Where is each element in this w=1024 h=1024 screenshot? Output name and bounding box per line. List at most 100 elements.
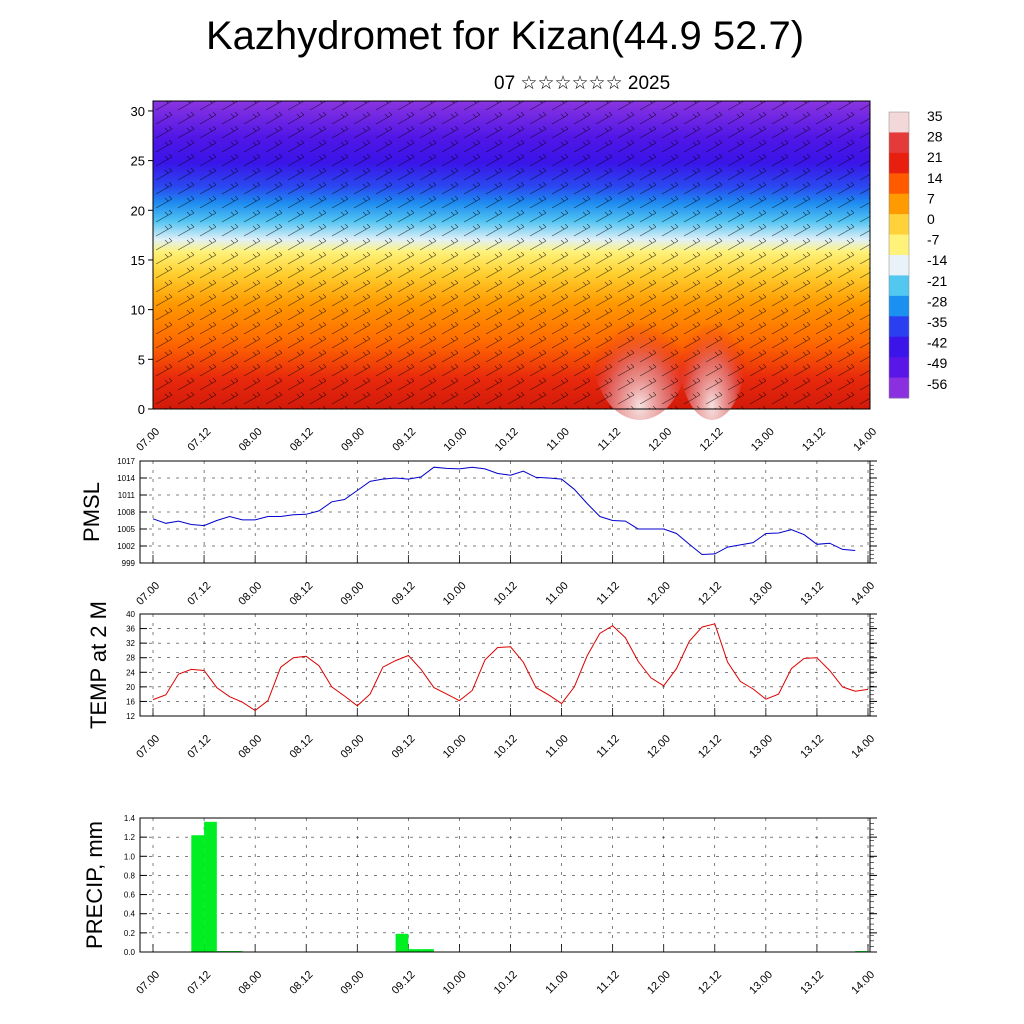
- ytick-label: 0.4: [124, 910, 136, 919]
- precip-panel-xtick-label: 08.00: [236, 969, 264, 997]
- precip-panel-xtick-label: 08.12: [288, 969, 316, 997]
- ytick-label: 28: [126, 654, 135, 663]
- temp-panel-xtick-label: 13.12: [798, 733, 826, 761]
- colorbar-swatch: [889, 173, 909, 195]
- colorbar-swatch: [889, 357, 909, 379]
- precip-panel: 0.0 0.2 0.4 0.6 0.8 1.0 1.2 1.4 PRECIP, mm 07.00 0…: [82, 814, 877, 997]
- precip-bar: [395, 933, 409, 952]
- temp-panel-xtick-label: 12.12: [696, 733, 724, 761]
- heat-xtick-label: 07.00: [134, 426, 162, 454]
- pmsl-panel-xtick-label: 09.12: [390, 580, 418, 608]
- pmsl-panel-xtick-label: 14.00: [849, 580, 877, 608]
- wind-barbs: [153, 101, 870, 409]
- colorbar-frame: [888, 111, 910, 399]
- colorbar-swatch: [889, 214, 909, 236]
- ytick-label: 1011: [118, 491, 136, 500]
- ytick-label: 32: [126, 639, 135, 648]
- pmsl-panel: 999 1002 1005 1008 1011 1014 1017 PMSL 07.00 07.1…: [79, 457, 877, 608]
- ytick-label: 1005: [117, 525, 135, 534]
- panel-frame: [139, 460, 871, 564]
- colorbar-swatch: [889, 255, 909, 276]
- ytick-label: 0.0: [124, 948, 136, 957]
- colorbar-label: -35: [927, 314, 947, 330]
- temp-panel-xtick-label: 07.00: [134, 733, 162, 761]
- precip-panel-xtick-label: 09.12: [390, 969, 418, 997]
- colorbar-swatch: [889, 152, 909, 174]
- heat-ytick-label: 10: [131, 303, 145, 318]
- pmsl-panel-xtick-label: 07.12: [185, 580, 213, 608]
- pmsl-panel-xtick-label: 12.12: [696, 580, 724, 608]
- colorbar-label: -56: [927, 376, 947, 392]
- y-axis-label: PMSL: [79, 482, 104, 542]
- colorbar-label: 7: [927, 190, 935, 206]
- heat-xtick-label: 12.00: [646, 426, 674, 454]
- colorbar-label: 21: [927, 149, 943, 165]
- heat-xtick-label: 10.00: [442, 426, 470, 454]
- ytick-label: 40: [126, 610, 135, 619]
- heat-xtick-label: 11.00: [545, 426, 572, 453]
- heat-xtick-label: 09.00: [339, 426, 367, 454]
- ytick-label: 1008: [117, 508, 135, 517]
- colorbar-swatch: [889, 112, 909, 133]
- heat-ytick-label: 25: [131, 154, 145, 169]
- pmsl-panel-xtick-label: 08.12: [288, 580, 316, 608]
- heat-xtick-label: 08.12: [288, 426, 316, 454]
- precip-panel-xtick-label: 10.00: [441, 969, 469, 997]
- temp-panel-xtick-label: 11.12: [595, 733, 622, 760]
- heat-ytick-label: 30: [131, 104, 145, 119]
- ytick-label: 1014: [117, 474, 135, 483]
- pmsl-panel-xtick-label: 13.12: [798, 580, 826, 608]
- ytick-label: 0.2: [124, 929, 136, 938]
- heat-xtick-label: 10.12: [493, 426, 521, 454]
- panel-frame: [139, 613, 871, 717]
- y-axis-label: TEMP at 2 M: [86, 601, 111, 729]
- colorbar-swatch: [889, 275, 909, 297]
- temp-panel-xtick-label: 09.00: [339, 733, 367, 761]
- colorbar-swatch: [889, 295, 909, 317]
- ytick-label: 1017: [117, 457, 135, 466]
- heat-xtick-label: 14.00: [851, 426, 879, 454]
- colorbar-label: -42: [927, 335, 947, 351]
- series-line: [152, 466, 856, 556]
- precip-panel-xtick-label: 11.12: [595, 969, 622, 996]
- pmsl-panel-xtick-label: 10.00: [441, 580, 469, 608]
- precip-panel-xtick-label: 07.00: [134, 969, 162, 997]
- ytick-label: 1.4: [124, 814, 136, 823]
- pmsl-panel-xtick-label: 09.00: [339, 580, 367, 608]
- precip-bar: [204, 821, 217, 952]
- precip-panel-xtick-label: 12.00: [645, 969, 673, 997]
- chart-title: Kazhydromet for Kizan(44.9 52.7): [205, 14, 805, 58]
- temp-panel-xtick-label: 07.12: [185, 733, 213, 761]
- precip-panel-xtick-label: 14.00: [849, 969, 877, 997]
- temp-panel-xtick-label: 11.00: [543, 733, 570, 760]
- precip-bar: [408, 949, 422, 952]
- ytick-label: 16: [126, 697, 135, 706]
- colorbar-label: 28: [927, 129, 943, 145]
- colorbar-swatch: [889, 234, 909, 256]
- temp-panel-xtick-label: 13.00: [747, 733, 775, 761]
- temp-panel-xtick-label: 14.00: [849, 733, 877, 761]
- heat-ytick-label: 5: [138, 352, 145, 367]
- pmsl-panel-xtick-label: 10.12: [492, 580, 520, 608]
- pmsl-panel-xtick-label: 12.00: [645, 580, 673, 608]
- series-line: [152, 623, 869, 712]
- colorbar-label: -7: [927, 232, 940, 248]
- pmsl-panel-xtick-label: 11.00: [543, 580, 570, 607]
- temp-panel-xtick-label: 08.00: [236, 733, 264, 761]
- precip-panel-xtick-label: 13.00: [747, 969, 775, 997]
- temp2m-panel: 12 16 20 24 28 32 36 40 TEMP at 2 M 07.00 07.12 08.…: [86, 601, 877, 761]
- colorbar-label: 0: [927, 211, 935, 227]
- colorbar-label: 35: [927, 108, 943, 124]
- heat-xtick-label: 12.12: [698, 426, 726, 454]
- precip-panel-xtick-label: 10.12: [492, 969, 520, 997]
- colorbar: 35 28 21 14 7 0 -7 -14 -21 -28 -35 -42 -49 -56: [888, 108, 947, 399]
- colorbar-swatch: [889, 336, 909, 358]
- temp-panel-xtick-label: 10.12: [492, 733, 520, 761]
- colorbar-label: -49: [927, 355, 947, 371]
- precip-bar: [191, 835, 205, 952]
- colorbar-label: -28: [927, 293, 947, 309]
- heat-ytick-label: 20: [131, 203, 145, 218]
- colorbar-swatch: [889, 316, 909, 338]
- heat-xtick-label: 13.00: [749, 426, 777, 454]
